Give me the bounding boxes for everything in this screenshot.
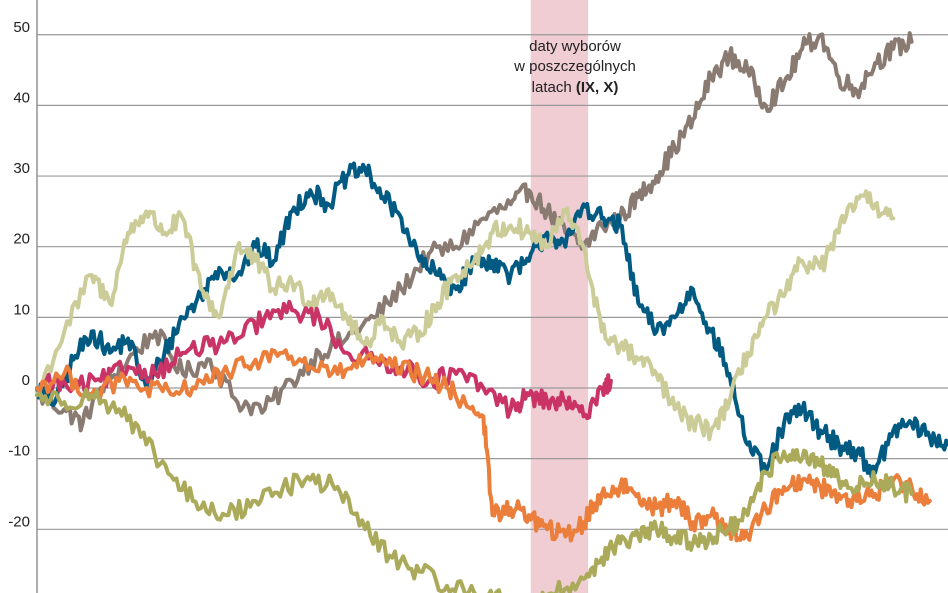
annotation-line-3-regular: latach: [532, 79, 576, 96]
y-tick-label: 10: [13, 301, 30, 318]
y-tick-label: 0: [22, 372, 30, 389]
series-line: [44, 299, 613, 421]
y-tick-label: 30: [13, 160, 30, 177]
y-tick-label: 20: [13, 231, 30, 248]
annotation-line-3-bold: (IX, X): [576, 79, 619, 96]
election-annotation: daty wyborów w poszczególnych latach (IX…: [513, 38, 636, 96]
annotation-line-2: w poszczególnych: [513, 58, 636, 75]
highlight-band: [530, 0, 589, 593]
annotation-line-1: daty wyborów: [529, 38, 621, 55]
annotation-line-3: latach (IX, X): [532, 79, 619, 96]
y-tick-label: 50: [13, 19, 30, 36]
series-lines: [35, 31, 948, 593]
election-dates-band: [530, 0, 589, 593]
y-tick-labels: 50 40 30 20 10 0 -10 -20: [8, 19, 30, 531]
y-tick-label: -10: [8, 443, 30, 460]
y-tick-label: -20: [8, 513, 30, 530]
series-line: [35, 347, 932, 543]
series-line: [35, 31, 914, 433]
series-line: [35, 161, 948, 479]
series-line: [35, 189, 896, 442]
y-tick-label: 40: [13, 89, 30, 106]
